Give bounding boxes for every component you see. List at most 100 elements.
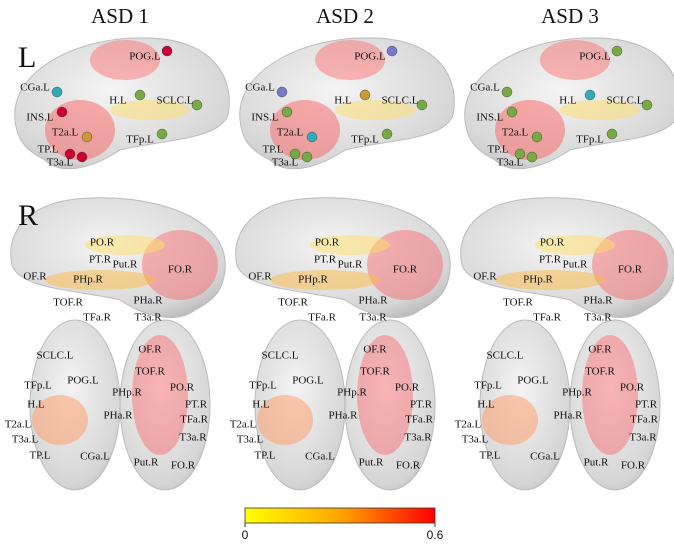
region-label: PT.R	[635, 399, 658, 411]
region-label: PHp.R	[298, 274, 328, 286]
region-label: TOF.R	[53, 297, 83, 309]
region-label: Put.R	[113, 259, 138, 271]
region-label: OF.R	[138, 344, 162, 356]
region-label: SCLC.L	[487, 350, 524, 362]
region-label: Put.R	[584, 457, 609, 469]
node	[302, 152, 312, 162]
region-label: TOF.R	[503, 297, 533, 309]
region-label: PHa.R	[583, 295, 613, 307]
region-label: TFp.L	[474, 380, 502, 392]
region-label: TFp.L	[576, 134, 604, 146]
region-label: INS.L	[476, 112, 503, 124]
region-label: TFp.L	[24, 380, 52, 392]
region-label: CGa.L	[245, 82, 275, 94]
region-label: POG.L	[67, 375, 99, 387]
region-label: FO.R	[393, 264, 418, 276]
region-label: POG.L	[517, 375, 549, 387]
region-label: Put.R	[563, 259, 588, 271]
region-label: PHa.R	[358, 295, 388, 307]
region-label: CGa.L	[20, 82, 50, 94]
region-label: TP.L	[254, 450, 275, 462]
region-label: TP.L	[262, 144, 283, 156]
region-label: H.L	[27, 399, 45, 411]
node	[82, 132, 92, 142]
region-label: PO.R	[395, 382, 420, 394]
region-label: TP.L	[487, 144, 508, 156]
region-label: PHp.R	[562, 387, 592, 399]
node	[607, 129, 617, 139]
node	[417, 100, 427, 110]
region-label: PO.R	[90, 237, 115, 249]
region-label: PHp.R	[337, 387, 367, 399]
region-label: T3a.R	[179, 432, 207, 444]
region-label: CGa.L	[530, 451, 560, 463]
region-label: PHp.R	[523, 274, 553, 286]
region-label: T3a.L	[12, 434, 39, 446]
region-label: T2a.L	[5, 419, 32, 431]
region-label: PHa.R	[133, 295, 163, 307]
region-label: H.L	[477, 399, 495, 411]
node	[57, 107, 67, 117]
region-label: TP.L	[479, 450, 500, 462]
region-label: Put.R	[359, 457, 384, 469]
region-label: H.L	[334, 95, 352, 107]
node	[52, 87, 62, 97]
hemisphere-label: R	[18, 199, 38, 232]
region-label: TFa.R	[83, 312, 111, 324]
hemisphere-label: L	[18, 41, 36, 74]
region-label: Put.R	[134, 457, 159, 469]
colorbar-tick-label: 0.6	[427, 528, 444, 542]
region-label: OF.R	[473, 271, 497, 283]
region-label: TP.L	[37, 144, 58, 156]
region-label: CGa.L	[305, 451, 335, 463]
node	[642, 100, 652, 110]
region-label: T2a.L	[455, 419, 482, 431]
region-label: T3a.R	[404, 432, 432, 444]
node	[277, 87, 287, 97]
region-label: TFp.L	[351, 134, 379, 146]
region-label: PHp.R	[73, 274, 103, 286]
region-label: TFa.R	[308, 312, 336, 324]
colorbar-tick-label: 0	[242, 528, 249, 542]
region-label: FO.R	[618, 264, 643, 276]
region-label: T3a.R	[629, 432, 657, 444]
node	[612, 46, 622, 56]
region-label: PHa.R	[103, 410, 133, 422]
region-label: T2a.L	[277, 127, 304, 139]
region-label: T3a.L	[47, 157, 74, 169]
region-label: H.L	[109, 95, 127, 107]
region-label: PT.R	[539, 254, 562, 266]
colorbar	[245, 508, 435, 523]
region-label: PHa.R	[553, 410, 583, 422]
region-label: POG.L	[292, 375, 324, 387]
node	[135, 90, 145, 100]
region-label: TFa.R	[533, 312, 561, 324]
region-label: H.L	[252, 399, 270, 411]
region-label: TOF.R	[360, 366, 390, 378]
region-label: CGa.L	[80, 451, 110, 463]
region-label: CGa.L	[470, 82, 500, 94]
region-label: OF.R	[248, 271, 272, 283]
region-label: OF.R	[363, 344, 387, 356]
region-label: PO.R	[620, 382, 645, 394]
region-label: TOF.R	[278, 297, 308, 309]
region-label: OF.R	[588, 344, 612, 356]
node	[162, 46, 172, 56]
node	[387, 46, 397, 56]
node	[157, 129, 167, 139]
region-label: PO.R	[315, 237, 340, 249]
region-label: PT.R	[185, 399, 208, 411]
column-title: ASD 2	[316, 4, 374, 28]
region-label: INS.L	[26, 112, 53, 124]
region-label: TFp.L	[126, 134, 154, 146]
region-label: FO.R	[621, 460, 646, 472]
node	[585, 90, 595, 100]
figure: L R 00.6ASD 1POG.LCGa.LH.LSCLC.LINS.LT2a…	[0, 0, 674, 544]
region-label: T3a.L	[497, 157, 524, 169]
region-label: SCLC.L	[37, 350, 74, 362]
region-label: PHp.R	[112, 387, 142, 399]
region-label: T3a.R	[134, 312, 162, 324]
region-label: SCLC.L	[607, 95, 644, 107]
node	[360, 90, 370, 100]
region-label: TFa.R	[405, 414, 433, 426]
